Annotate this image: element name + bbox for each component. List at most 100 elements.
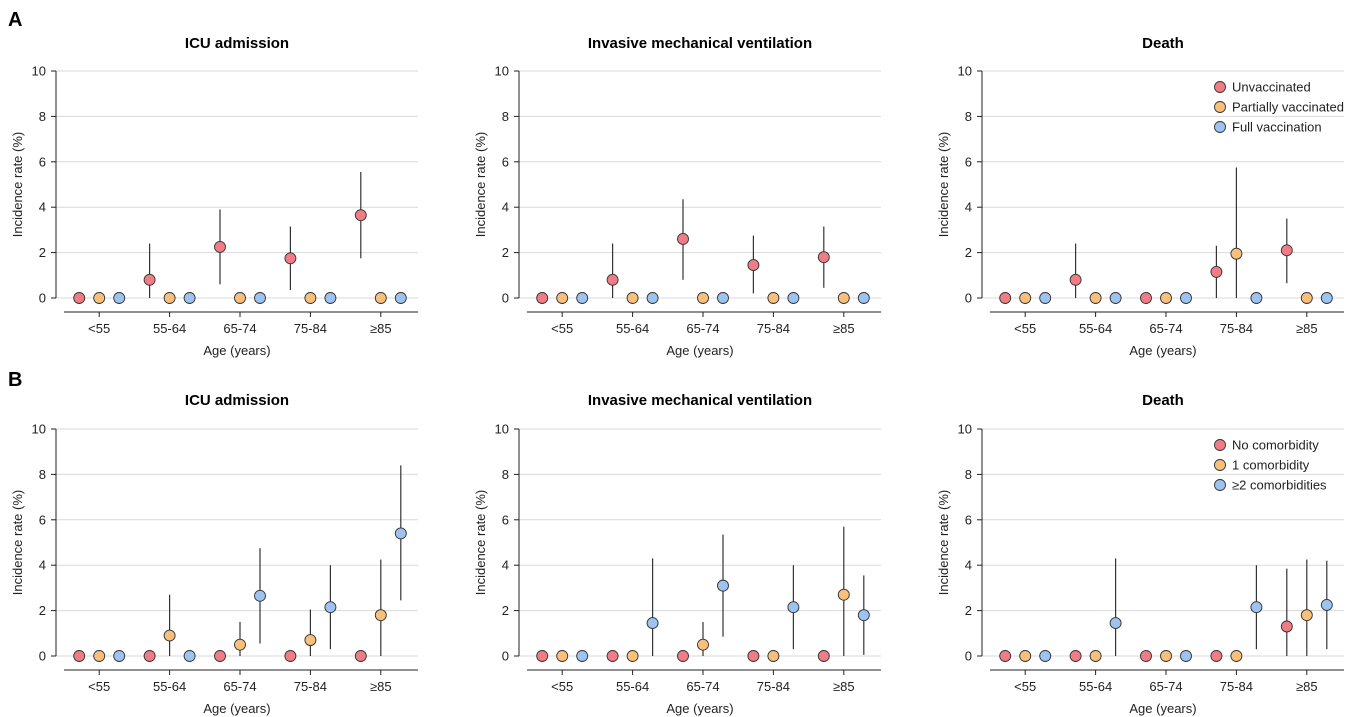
data-point [697,292,709,304]
y-axis-label: Incidence rate (%) [936,490,951,596]
y-tick-label: 2 [502,603,509,618]
y-axis-label: Incidence rate (%) [10,132,25,238]
y-tick-label: 8 [502,109,509,124]
legend-label: 1 comorbidity [1232,458,1310,473]
chart-title: Invasive mechanical ventilation [588,35,812,52]
chart-title: ICU admission [185,392,289,409]
data-point [183,292,196,304]
data-point [93,292,106,304]
chart-5: Invasive mechanical ventilation 0 2 4 6 8 10 <5… [473,392,881,716]
chart-6: Death 0 2 4 6 8 10 <55 55-64 65-74 75-84 ≥85 Age (ye… [936,392,1344,716]
data-point [646,617,659,630]
data-point [646,292,659,304]
x-tick-label: ≥85 [833,679,855,694]
data-point [1280,244,1293,257]
data-point [837,292,850,304]
legend-marker [1214,101,1226,113]
data-point [394,527,407,540]
y-tick-label: 2 [39,245,46,260]
data-point [324,292,337,304]
data-point [73,292,86,304]
legend: Unvaccinated Partially vaccinated Full vac… [1214,80,1344,135]
legend-marker [1214,459,1226,471]
legend: No comorbidity 1 comorbidity ≥2 comorbidit… [1214,438,1327,493]
y-tick-label: 0 [502,291,509,306]
y-tick-label: 8 [502,467,509,482]
data-point [1039,650,1052,662]
data-point [717,292,729,304]
y-tick-label: 8 [965,109,972,124]
y-tick-label: 8 [39,467,46,482]
chart-3: Death 0 2 4 6 8 10 <55 55-64 65-74 75-84 ≥85 Age (ye… [936,35,1344,358]
legend-marker [1214,479,1226,491]
x-tick-label: <55 [1014,679,1036,694]
x-axis-label: Age (years) [1129,343,1196,358]
x-tick-label: ≥85 [370,321,392,336]
data-point [163,292,176,304]
data-point [304,634,317,647]
y-tick-label: 4 [502,558,509,573]
data-point [1109,292,1122,304]
data-point [1039,292,1052,304]
data-point [1210,265,1223,278]
data-point [677,233,689,245]
data-point [394,292,407,304]
data-point [606,273,619,286]
data-point [1019,292,1032,304]
data-point [254,589,266,602]
x-tick-label: ≥85 [833,321,855,336]
y-tick-label: 10 [958,422,972,437]
y-tick-label: 4 [39,200,46,215]
data-point [837,588,850,601]
x-tick-label: ≥85 [1296,679,1318,694]
y-tick-label: 6 [39,154,46,169]
x-tick-label: ≥85 [1296,321,1318,336]
data-point [374,292,387,304]
data-point [304,292,317,304]
data-point [556,292,569,304]
y-tick-label: 2 [965,245,972,260]
y-tick-label: 10 [958,64,972,79]
data-point [73,650,86,662]
data-point [999,650,1012,662]
data-point [626,650,639,662]
data-point [1140,650,1152,662]
x-tick-label: 75-84 [294,321,327,336]
data-point [536,650,549,662]
legend-label: Partially vaccinated [1232,100,1344,115]
x-axis-label: Age (years) [1129,701,1196,716]
data-point [234,292,246,304]
data-point [747,259,760,272]
y-axis-label: Incidence rate (%) [473,132,488,238]
x-tick-label: 75-84 [757,321,790,336]
y-tick-label: 6 [39,512,46,527]
data-point [163,629,176,642]
x-tick-label: 65-74 [223,679,256,694]
x-tick-label: 55-64 [153,321,186,336]
x-tick-label: 65-74 [223,321,256,336]
y-tick-label: 10 [32,422,46,437]
chart-1: ICU admission 0 2 4 6 8 10 <55 55-64 65-74 75-84 ≥8… [10,35,418,358]
y-tick-label: 0 [965,649,972,664]
data-point [536,292,549,304]
y-axis-label: Incidence rate (%) [473,490,488,596]
y-tick-label: 0 [965,291,972,306]
data-point [767,650,780,662]
data-point [234,638,246,651]
data-point [214,240,226,253]
data-point [787,292,800,304]
data-point [1089,292,1102,304]
data-point [787,601,800,614]
legend-marker [1214,121,1226,133]
x-tick-label: 65-74 [686,679,719,694]
x-axis-label: Age (years) [203,343,270,358]
data-point [1089,650,1102,662]
data-point [1230,247,1243,260]
data-point [254,292,266,304]
data-point [1180,292,1192,304]
y-tick-label: 2 [965,603,972,618]
data-point [606,650,619,662]
data-point [556,650,569,662]
x-tick-label: 55-64 [1079,679,1112,694]
chart-2: Invasive mechanical ventilation 0 2 4 6 8 10 <5… [473,35,881,358]
